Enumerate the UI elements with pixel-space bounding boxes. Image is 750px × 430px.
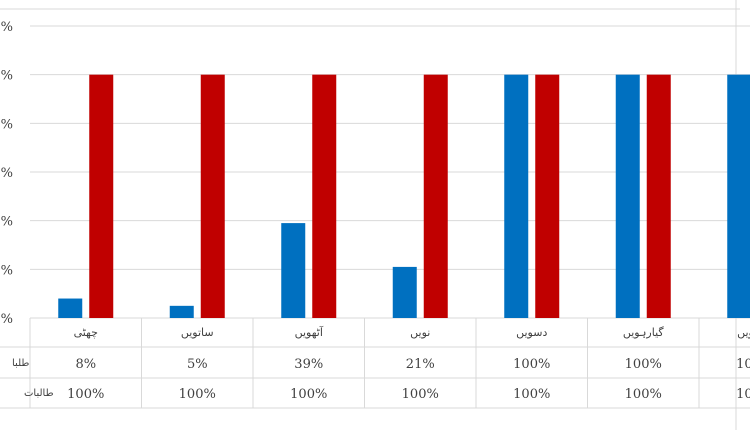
y-tick-label: 20% xyxy=(0,263,13,278)
bar-series-2 xyxy=(535,74,560,319)
category-label: نویں xyxy=(410,326,430,339)
legend-label-series-1: طلبا xyxy=(12,358,29,369)
legend-label-series-2: طالبات xyxy=(24,388,54,399)
data-label: 100% xyxy=(736,387,750,402)
bar-series-1 xyxy=(281,223,306,318)
y-tick-label: 0% xyxy=(0,312,13,327)
bar-series-2 xyxy=(200,74,225,319)
bar-series-1 xyxy=(615,74,640,319)
bar-series-1 xyxy=(392,266,417,318)
data-label: 100% xyxy=(290,387,327,402)
data-label: 8% xyxy=(75,357,96,372)
y-tick-label: 120% xyxy=(0,20,13,35)
data-label: 100% xyxy=(625,357,662,372)
bar-series-1 xyxy=(504,74,529,319)
data-label: 100% xyxy=(402,387,439,402)
bar-series-1 xyxy=(169,305,194,318)
bar-series-2 xyxy=(423,74,448,319)
category-label: آٹھویں xyxy=(295,325,324,339)
data-label: 5% xyxy=(187,357,208,372)
bar-series-1 xyxy=(58,298,83,318)
data-label: 100% xyxy=(625,387,662,402)
bar-series-1 xyxy=(727,74,750,319)
data-label: 100% xyxy=(513,387,550,402)
data-label: 100% xyxy=(67,387,104,402)
bar-series-2 xyxy=(312,74,337,319)
y-tick-label: 40% xyxy=(0,215,13,230)
y-tick-label: 60% xyxy=(0,166,13,181)
y-tick-label: 80% xyxy=(0,117,13,132)
bar-series-2 xyxy=(646,74,671,319)
category-label: گیارہویں xyxy=(623,326,665,339)
data-label: 100% xyxy=(179,387,216,402)
category-label: دسویں xyxy=(516,326,547,339)
data-label: 21% xyxy=(406,357,435,372)
data-label: 100% xyxy=(736,357,750,372)
category-label: چھٹی xyxy=(74,326,98,339)
category-label: بارہویں xyxy=(737,326,750,339)
data-label: 100% xyxy=(513,357,550,372)
y-tick-label: 100% xyxy=(0,69,13,84)
bar-series-2 xyxy=(89,74,114,319)
category-label: ساتویں xyxy=(181,326,214,339)
data-label: 39% xyxy=(294,357,323,372)
